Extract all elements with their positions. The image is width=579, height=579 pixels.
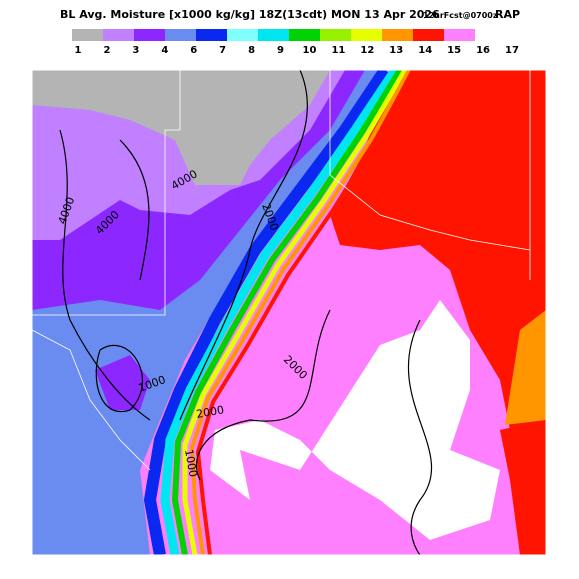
colorbar-label: 9 <box>277 45 284 56</box>
colorbar-swatch <box>227 29 258 41</box>
colorbar-label: 6 <box>190 45 197 56</box>
colorbar-label: 8 <box>248 45 255 56</box>
colorbar-swatch <box>351 29 382 41</box>
colorbar-label: 16 <box>476 45 490 56</box>
colorbar-swatch <box>196 29 227 41</box>
colorbar-label: 14 <box>418 45 432 56</box>
colorbar-label: 11 <box>331 45 345 56</box>
colorbar-label: 1 <box>75 45 82 56</box>
colorbar-swatch <box>320 29 351 41</box>
colorbar-label: 2 <box>103 45 110 56</box>
contour-label: 1000 <box>182 448 200 478</box>
colorbar-label: 15 <box>447 45 461 56</box>
colorbar-swatch <box>72 29 103 41</box>
colorbar: 1 2 3 4 6 7 8 9 10 11 12 13 14 15 16 17 <box>72 29 519 56</box>
colorbar-swatch <box>134 29 165 41</box>
map-field <box>31 69 547 556</box>
colorbar-swatch <box>444 29 475 41</box>
colorbar-label: 7 <box>219 45 226 56</box>
title: BL Avg. Moisture [x1000 kg/kg] 18Z(13cdt… <box>60 8 440 21</box>
colorbar-swatch <box>103 29 134 41</box>
forecast-label: 12hrFcst@0700z <box>423 11 498 20</box>
colorbar-label: 3 <box>132 45 139 56</box>
colorbar-label: 13 <box>389 45 403 56</box>
colorbar-swatch <box>165 29 196 41</box>
colorbar-swatch <box>413 29 444 41</box>
colorbar-swatch <box>382 29 413 41</box>
colorbar-swatch <box>258 29 289 41</box>
colorbar-label: 10 <box>303 45 317 56</box>
contour-label: 2000 <box>195 403 225 421</box>
model-label: RAP <box>495 8 520 21</box>
colorbar-swatch <box>289 29 320 41</box>
colorbar-label: 12 <box>360 45 374 56</box>
colorbar-label: 4 <box>161 45 168 56</box>
colorbar-label: 17 <box>505 45 519 56</box>
